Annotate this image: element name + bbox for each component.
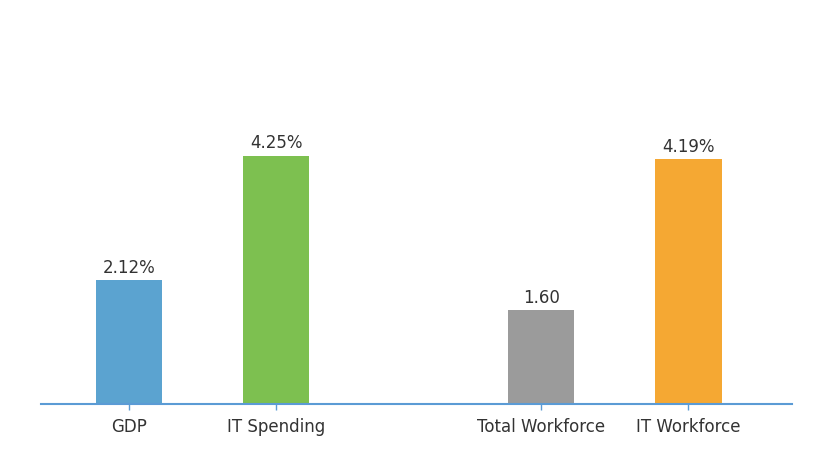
Bar bbox=[243, 156, 309, 404]
Bar bbox=[96, 280, 162, 404]
Text: 4.25%: 4.25% bbox=[250, 134, 303, 152]
Bar bbox=[655, 159, 721, 404]
Text: 4.19%: 4.19% bbox=[663, 138, 715, 156]
Bar bbox=[508, 310, 574, 404]
Text: 2.12%: 2.12% bbox=[103, 258, 156, 277]
Text: 1.60: 1.60 bbox=[523, 289, 560, 307]
